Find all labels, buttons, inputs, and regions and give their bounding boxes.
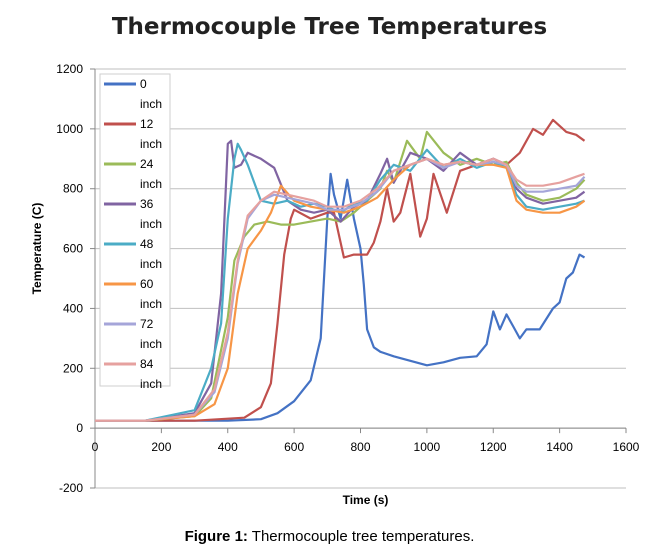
caption-text: Thermocouple tree temperatures. bbox=[247, 528, 475, 545]
axes bbox=[90, 68, 627, 489]
series-line-0-inch bbox=[95, 172, 586, 422]
y-tick-label--200: -200 bbox=[59, 481, 83, 495]
tick-labels: 0 200 400 600 800 1000 1200 1400 1600-2000200400… bbox=[30, 62, 640, 507]
y-tick-label-1000: 1000 bbox=[56, 122, 83, 136]
series-line-12-inch bbox=[95, 118, 586, 422]
x-tick-label-1000: 1000 bbox=[414, 440, 441, 454]
x-tick-label-800: 800 bbox=[350, 440, 370, 454]
legend-unit-60: inch bbox=[140, 297, 162, 311]
y-tick-label-0: 0 bbox=[76, 421, 83, 435]
legend: 0 inch 12 inch 24 inch 36 inch 48 inch 60 inch 72 inc… bbox=[99, 73, 171, 391]
x-tick-label-400: 400 bbox=[218, 440, 238, 454]
y-tick-label-400: 400 bbox=[63, 301, 83, 315]
legend-unit-48: inch bbox=[140, 257, 162, 271]
legend-label-48: 48 bbox=[140, 237, 154, 251]
y-axis-title: Temperature (C) bbox=[30, 203, 44, 295]
legend-unit-0: inch bbox=[140, 97, 162, 111]
series-line-60-inch bbox=[95, 157, 586, 422]
legend-label-36: 36 bbox=[140, 197, 154, 211]
y-tick-label-1200: 1200 bbox=[56, 62, 83, 76]
legend-label-12: 12 bbox=[140, 117, 154, 131]
legend-label-60: 60 bbox=[140, 277, 154, 291]
chart-title: Thermocouple Tree Temperatures bbox=[111, 14, 548, 40]
y-tick-label-600: 600 bbox=[63, 242, 83, 256]
caption-label: Figure 1: bbox=[184, 528, 248, 545]
x-tick-label-1200: 1200 bbox=[480, 440, 507, 454]
legend-label-84: 84 bbox=[140, 357, 154, 371]
x-tick-label-0: 0 bbox=[92, 440, 99, 454]
series-line-84-inch bbox=[95, 157, 585, 422]
legend-label-72: 72 bbox=[140, 317, 154, 331]
series-lines bbox=[95, 118, 586, 422]
x-tick-label-200: 200 bbox=[151, 440, 171, 454]
legend-unit-36: inch bbox=[140, 217, 162, 231]
gridlines bbox=[95, 68, 626, 489]
x-tick-label-1400: 1400 bbox=[546, 440, 573, 454]
x-axis-title: Time (s) bbox=[343, 493, 389, 507]
y-tick-label-800: 800 bbox=[63, 182, 83, 196]
legend-box bbox=[99, 73, 171, 387]
legend-label-0: 0 bbox=[140, 77, 147, 91]
legend-unit-84: inch bbox=[140, 377, 162, 391]
legend-unit-12: inch bbox=[140, 137, 162, 151]
legend-unit-24: inch bbox=[140, 177, 162, 191]
legend-unit-72: inch bbox=[140, 337, 162, 351]
x-tick-label-600: 600 bbox=[284, 440, 304, 454]
y-tick-label-200: 200 bbox=[63, 361, 83, 375]
x-tick-label-1600: 1600 bbox=[613, 440, 640, 454]
legend-label-24: 24 bbox=[140, 157, 154, 171]
figure-caption: Figure 1: Thermocouple tree temperatures… bbox=[0, 528, 659, 545]
